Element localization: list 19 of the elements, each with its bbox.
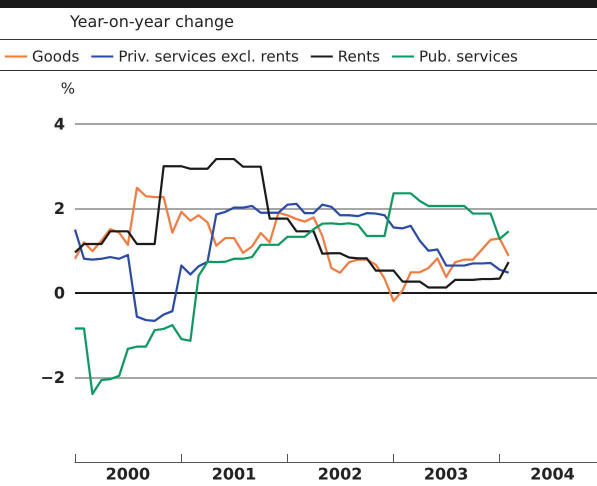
legend-label: Rents (338, 48, 380, 66)
y-tick-label: −2 (40, 368, 65, 387)
line-series (74, 158, 510, 289)
x-tick-label: 2000 (106, 464, 150, 484)
x-tick-label: 2004 (530, 464, 575, 484)
legend-label: Pub. services (418, 48, 518, 66)
legend-label: Goods (32, 48, 80, 66)
line-series (74, 202, 510, 322)
x-tick-label: 2001 (212, 464, 256, 484)
x-tick-label: 2003 (424, 464, 468, 484)
line-series (74, 192, 510, 396)
x-tick-label: 2002 (318, 464, 362, 484)
y-tick-label: 4 (54, 114, 65, 134)
y-tick-label: 2 (54, 199, 65, 218)
legend-label: Priv. services excl. rents (118, 48, 299, 66)
chart-subtitle: Year-on-year change (70, 12, 234, 31)
line-series (74, 186, 510, 302)
y-tick-label: 0 (54, 284, 65, 302)
y-axis-title: % (60, 80, 75, 98)
